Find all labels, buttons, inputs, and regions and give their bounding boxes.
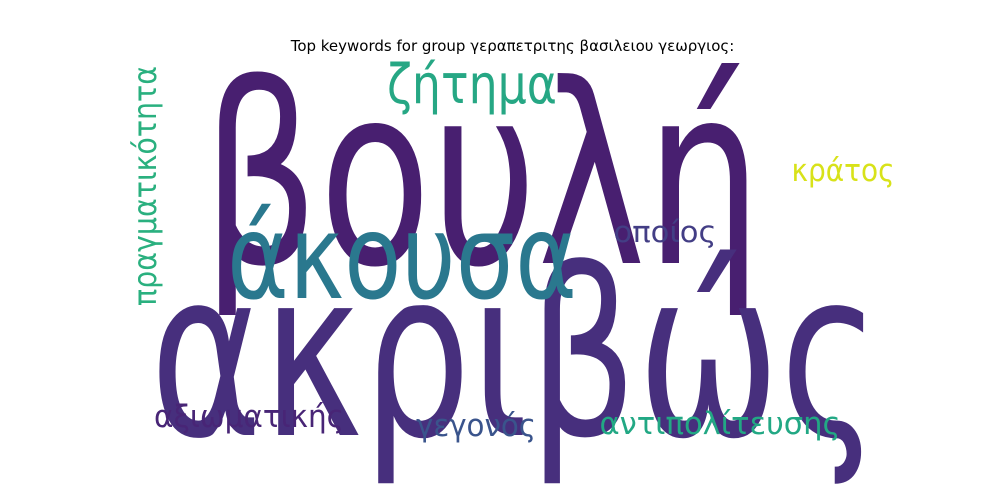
word-akousa: άκουσα — [227, 188, 577, 326]
word-akrivos: ακριβώς — [150, 220, 880, 490]
word-opoios: οποίος — [614, 215, 717, 249]
word-vouli: βουλή — [202, 31, 762, 322]
word-pragmatikotita: πραγματικότητα — [126, 66, 164, 306]
word-gegonos: γεγονός — [416, 408, 536, 444]
wordcloud-title: Top keywords for group γεραπετριτης βασι… — [290, 37, 735, 55]
word-antipoliteusis: αντιπολίτευσης — [600, 406, 841, 442]
word-zitima: ζήτημα — [387, 53, 557, 116]
word-kratos: κράτος — [792, 153, 895, 189]
word-axiomatikis: αξιωματικής — [154, 399, 344, 435]
